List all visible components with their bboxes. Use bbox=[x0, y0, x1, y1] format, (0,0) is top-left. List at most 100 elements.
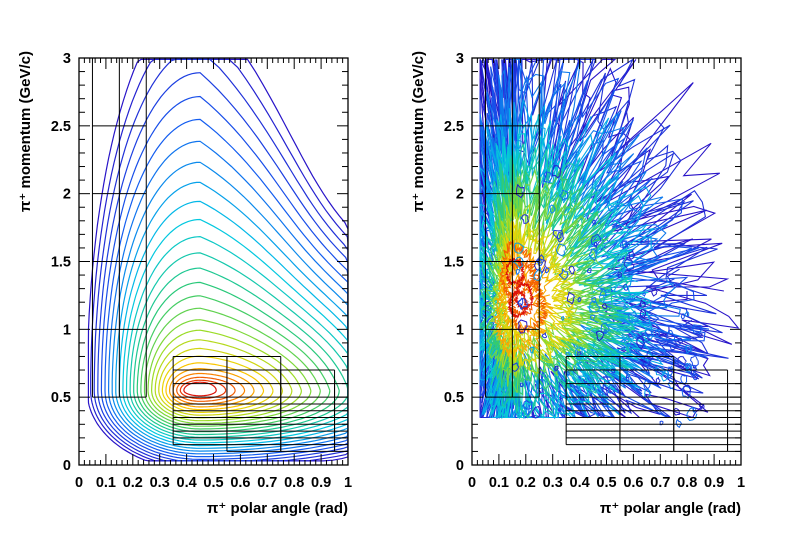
contour-island bbox=[574, 347, 584, 361]
contour-island bbox=[643, 329, 655, 340]
y-tick-label: 2 bbox=[63, 187, 71, 203]
contour-line bbox=[115, 181, 348, 449]
contour-line bbox=[507, 288, 530, 319]
contour-line bbox=[154, 339, 293, 419]
contour-line bbox=[161, 355, 274, 413]
contour-line bbox=[150, 329, 302, 422]
contour-island bbox=[685, 365, 693, 373]
contour-line bbox=[165, 362, 265, 411]
contour-line bbox=[494, 257, 550, 347]
x-tick-label: 0.8 bbox=[677, 475, 697, 491]
y-tick-label: 1.5 bbox=[444, 255, 464, 271]
contour-island bbox=[685, 344, 692, 354]
contour-island bbox=[558, 267, 569, 280]
x-tick-label: 0 bbox=[75, 475, 83, 491]
contour-island bbox=[689, 344, 693, 349]
contour-line bbox=[122, 218, 348, 444]
contour-island bbox=[590, 233, 602, 247]
x-tick-label: 0.2 bbox=[516, 475, 536, 491]
contour-island bbox=[628, 310, 639, 324]
x-tick-label: 0.6 bbox=[230, 475, 250, 491]
contour-island bbox=[518, 319, 528, 334]
y-axis-title: π⁺ momentum (GeV/c) bbox=[17, 51, 34, 212]
y-tick-label: 3 bbox=[63, 51, 71, 67]
contour-island bbox=[683, 384, 692, 395]
contour-island bbox=[692, 407, 697, 413]
y-tick-label: 2.5 bbox=[51, 119, 71, 135]
contour-island bbox=[655, 376, 661, 385]
left-panel: 0 0.1 0.2 0.3 0.4 0.5 0.6 0.7 0.8 0.9 1 0 0.5 1 1.5 2 2.… bbox=[17, 51, 352, 517]
contour-island bbox=[680, 374, 688, 385]
x-tick-label: 0.1 bbox=[489, 475, 509, 491]
contour-island bbox=[611, 368, 616, 374]
contour-island bbox=[675, 418, 683, 429]
x-tick-label: 1 bbox=[737, 475, 745, 491]
contour-island bbox=[535, 254, 545, 266]
x-tick-label: 0.2 bbox=[123, 475, 143, 491]
contour-island bbox=[651, 287, 658, 297]
x-tick-label: 0.9 bbox=[704, 475, 724, 491]
contour-line bbox=[499, 239, 537, 300]
contour-island bbox=[558, 189, 569, 201]
contour-island bbox=[621, 240, 629, 250]
contour-island bbox=[586, 267, 592, 274]
contour-island bbox=[555, 243, 567, 257]
contour-island bbox=[513, 242, 525, 254]
contour-island bbox=[641, 332, 650, 344]
y-tick-label: 3 bbox=[456, 51, 464, 67]
contour-island bbox=[543, 171, 553, 184]
contour-island bbox=[517, 297, 528, 311]
contour-island bbox=[689, 354, 699, 367]
contour-line bbox=[136, 281, 340, 433]
contour-line bbox=[87, 58, 348, 462]
contour-island bbox=[646, 350, 654, 361]
contour-line bbox=[97, 72, 348, 462]
contour-island bbox=[531, 405, 541, 419]
contour-island bbox=[666, 339, 678, 351]
x-tick-label: 0.4 bbox=[177, 475, 197, 491]
contour-island bbox=[533, 266, 543, 281]
contour-island bbox=[643, 379, 651, 390]
y-tick-label: 1.5 bbox=[51, 255, 71, 271]
contour-line bbox=[513, 281, 534, 311]
x-axis-title: π⁺ polar angle (rad) bbox=[207, 500, 348, 517]
contour-island bbox=[529, 346, 535, 354]
contour-line bbox=[480, 146, 636, 400]
contour-line bbox=[111, 161, 348, 452]
contour-island bbox=[601, 303, 608, 310]
contour-island bbox=[600, 323, 610, 335]
y-tick-label: 0 bbox=[456, 458, 464, 474]
contour-island bbox=[579, 395, 585, 401]
y-tick-label: 1 bbox=[456, 322, 464, 338]
contour-island bbox=[589, 314, 596, 321]
contour-island bbox=[588, 248, 597, 262]
contour-island bbox=[622, 284, 629, 291]
x-axis-title: π⁺ polar angle (rad) bbox=[600, 500, 741, 517]
contour-island bbox=[639, 309, 646, 319]
contour-line bbox=[183, 381, 217, 397]
contour-line bbox=[505, 257, 543, 318]
contour-island bbox=[522, 399, 533, 410]
x-tick-label: 0.9 bbox=[311, 475, 331, 491]
contour-island bbox=[680, 313, 685, 320]
contour-island bbox=[642, 355, 652, 367]
y-tick-label: 0.5 bbox=[444, 390, 464, 406]
x-tick-label: 0.7 bbox=[257, 475, 277, 491]
contour-island bbox=[666, 329, 676, 343]
contour-island bbox=[591, 296, 597, 304]
contour-island bbox=[589, 300, 601, 313]
contour-island bbox=[642, 292, 646, 298]
contour-island bbox=[623, 258, 635, 271]
contour-line bbox=[125, 235, 348, 441]
contour-line bbox=[147, 319, 312, 424]
contour-line bbox=[100, 95, 348, 461]
x-tick-label: 0.6 bbox=[623, 475, 643, 491]
y-tick-label: 2.5 bbox=[444, 119, 464, 135]
x-tick-label: 0.4 bbox=[570, 475, 590, 491]
contour-island bbox=[684, 311, 690, 317]
contour-island bbox=[625, 376, 630, 382]
contour-island bbox=[607, 384, 616, 394]
x-tick-label: 0.7 bbox=[650, 475, 670, 491]
contour-island bbox=[677, 337, 684, 345]
